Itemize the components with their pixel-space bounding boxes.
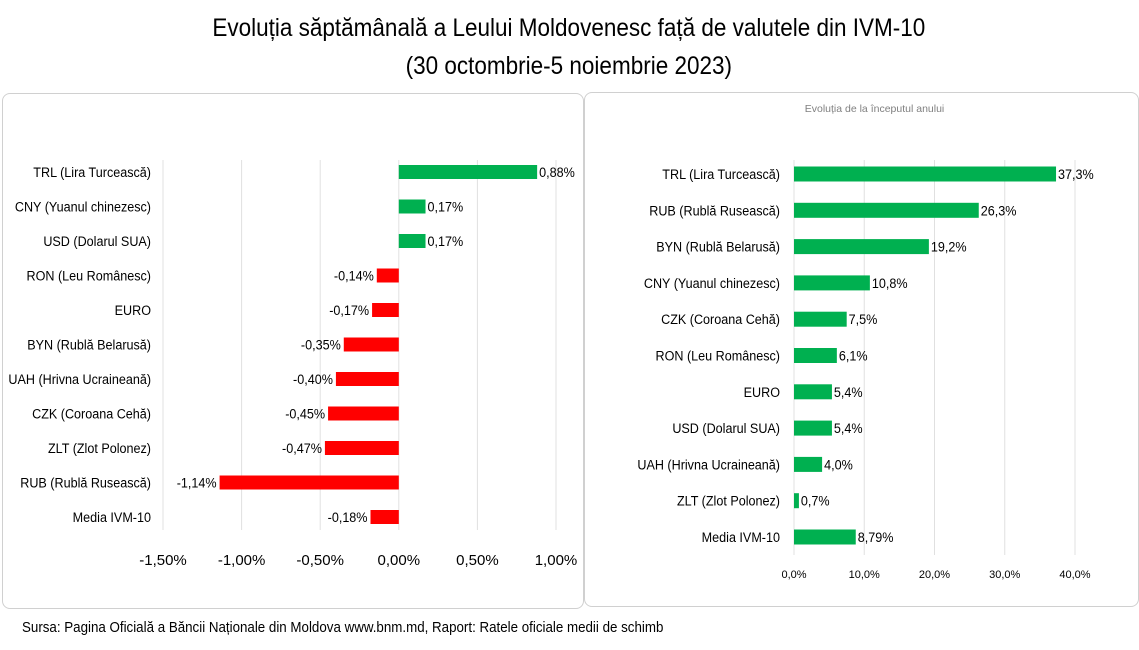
bar bbox=[376, 268, 399, 283]
data-label: -0,47% bbox=[282, 440, 322, 456]
category-label: CNY (Yuanul chinezesc) bbox=[15, 199, 151, 215]
data-label: 6,1% bbox=[839, 348, 868, 364]
data-label: 0,17% bbox=[428, 233, 464, 249]
category-label: ZLT (Zlot Polonez) bbox=[677, 493, 780, 509]
x-tick-label: 20,0% bbox=[919, 569, 950, 581]
bar bbox=[372, 303, 399, 317]
bar bbox=[398, 165, 538, 179]
bar bbox=[794, 456, 823, 472]
bar bbox=[794, 166, 1057, 182]
chart-title-line2: (30 octombrie-5 noiembrie 2023) bbox=[405, 52, 733, 80]
data-label: -0,17% bbox=[329, 302, 369, 318]
category-label: USD (Dolarul SUA) bbox=[672, 420, 780, 436]
data-label: 19,2% bbox=[931, 239, 967, 255]
category-label: BYN (Rublă Belarusă) bbox=[27, 337, 151, 353]
bar bbox=[794, 311, 847, 327]
data-label: -0,45% bbox=[285, 406, 325, 422]
bar bbox=[343, 337, 399, 352]
bar bbox=[794, 529, 856, 545]
data-label: 0,17% bbox=[428, 199, 464, 215]
x-tick-label: 1,00% bbox=[535, 552, 578, 569]
bar bbox=[794, 275, 870, 291]
x-tick-label: -1,50% bbox=[139, 552, 187, 569]
category-label: Media IVM-10 bbox=[73, 509, 151, 525]
x-tick-label: -0,50% bbox=[296, 552, 344, 569]
data-label: -0,40% bbox=[293, 371, 333, 387]
category-label: CNY (Yuanul chinezesc) bbox=[644, 275, 780, 291]
bar bbox=[794, 384, 832, 400]
x-tick-label: -1,00% bbox=[218, 552, 266, 569]
data-label: 5,4% bbox=[834, 420, 863, 436]
data-label: 10,8% bbox=[872, 275, 908, 291]
x-tick-label: 40,0% bbox=[1059, 569, 1090, 581]
source-note: Sursa: Pagina Oficială a Băncii Național… bbox=[22, 620, 664, 636]
bar bbox=[794, 348, 837, 363]
category-label: TRL (Lira Turcească) bbox=[33, 164, 151, 180]
bar bbox=[398, 234, 426, 248]
category-label: RON (Leu Românesc) bbox=[27, 268, 151, 284]
x-tick-label: 0,00% bbox=[378, 552, 421, 569]
x-tick-label: 30,0% bbox=[989, 569, 1020, 581]
data-label: 5,4% bbox=[834, 384, 863, 400]
bar bbox=[794, 493, 799, 509]
bar bbox=[324, 441, 399, 455]
category-label: USD (Dolarul SUA) bbox=[43, 233, 151, 249]
bar bbox=[219, 475, 399, 490]
bar bbox=[370, 510, 399, 524]
category-label: CZK (Coroana Cehă) bbox=[32, 406, 151, 422]
category-label: Media IVM-10 bbox=[702, 529, 780, 545]
data-label: 7,5% bbox=[849, 312, 878, 328]
x-tick-label: 0,0% bbox=[781, 569, 806, 581]
bar bbox=[794, 202, 979, 218]
category-label: RON (Leu Românesc) bbox=[656, 348, 780, 364]
bar bbox=[398, 199, 426, 214]
category-label: UAH (Hrivna Ucraineană) bbox=[637, 457, 780, 473]
bar bbox=[794, 420, 832, 436]
category-label: EURO bbox=[744, 384, 780, 400]
data-label: -0,18% bbox=[328, 509, 368, 525]
data-label: 37,3% bbox=[1058, 166, 1094, 182]
data-label: -0,35% bbox=[301, 337, 341, 353]
chart-title-line1: Evoluția săptămânală a Leului Moldovenes… bbox=[212, 14, 926, 42]
category-label: ZLT (Zlot Polonez) bbox=[48, 440, 151, 456]
category-label: UAH (Hrivna Ucraineană) bbox=[8, 371, 151, 387]
category-label: CZK (Coroana Cehă) bbox=[661, 312, 780, 328]
category-label: BYN (Rublă Belarusă) bbox=[656, 239, 780, 255]
data-label: 26,3% bbox=[981, 203, 1017, 219]
bar bbox=[328, 406, 399, 421]
category-label: EURO bbox=[115, 302, 151, 318]
category-label: RUB (Rublă Rusească) bbox=[20, 475, 151, 491]
data-label: 4,0% bbox=[824, 457, 853, 473]
bar bbox=[335, 372, 399, 386]
bar bbox=[794, 239, 929, 255]
data-label: 8,79% bbox=[858, 529, 894, 545]
category-label: TRL (Lira Turcească) bbox=[662, 166, 780, 182]
data-label: 0,7% bbox=[801, 493, 830, 509]
category-label: RUB (Rublă Rusească) bbox=[649, 203, 780, 219]
data-label: -0,14% bbox=[334, 268, 374, 284]
x-tick-label: 10,0% bbox=[849, 569, 880, 581]
data-label: -1,14% bbox=[177, 475, 217, 491]
x-tick-label: 0,50% bbox=[456, 552, 499, 569]
chart-subtitle: Evoluția de la începutul anului bbox=[805, 103, 945, 115]
data-label: 0,88% bbox=[539, 164, 575, 180]
